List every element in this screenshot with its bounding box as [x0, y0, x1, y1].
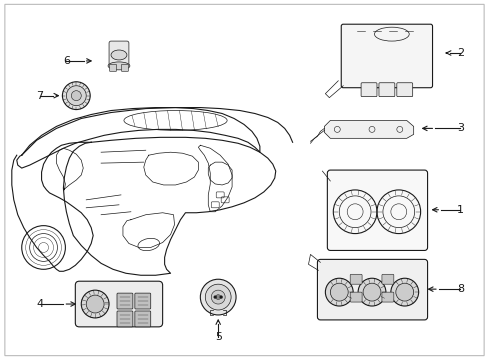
Circle shape [395, 283, 413, 301]
FancyBboxPatch shape [381, 292, 393, 302]
Circle shape [213, 296, 216, 298]
Text: 7: 7 [36, 91, 43, 101]
FancyBboxPatch shape [360, 83, 376, 96]
FancyBboxPatch shape [135, 293, 150, 309]
FancyBboxPatch shape [378, 83, 394, 96]
Circle shape [219, 296, 222, 298]
FancyBboxPatch shape [349, 292, 361, 302]
FancyBboxPatch shape [326, 170, 427, 251]
Circle shape [66, 86, 86, 105]
FancyBboxPatch shape [317, 260, 427, 320]
FancyBboxPatch shape [341, 24, 432, 88]
FancyBboxPatch shape [121, 64, 128, 71]
Circle shape [362, 283, 380, 301]
FancyBboxPatch shape [109, 64, 116, 71]
Polygon shape [324, 121, 413, 138]
Circle shape [325, 278, 352, 306]
FancyBboxPatch shape [75, 281, 163, 327]
Text: 2: 2 [456, 48, 463, 58]
FancyBboxPatch shape [381, 274, 393, 284]
Circle shape [205, 284, 231, 310]
FancyBboxPatch shape [117, 311, 133, 327]
Circle shape [86, 295, 104, 313]
Circle shape [330, 283, 347, 301]
Ellipse shape [111, 50, 127, 60]
Ellipse shape [108, 62, 130, 70]
Circle shape [357, 278, 385, 306]
FancyBboxPatch shape [349, 274, 361, 284]
FancyBboxPatch shape [396, 83, 412, 96]
Circle shape [390, 278, 418, 306]
Text: 3: 3 [456, 123, 463, 134]
Circle shape [211, 290, 224, 304]
Text: 6: 6 [63, 56, 70, 66]
Circle shape [215, 294, 220, 300]
FancyBboxPatch shape [109, 41, 129, 67]
Circle shape [62, 82, 90, 109]
Text: 8: 8 [456, 284, 463, 294]
Text: 1: 1 [456, 205, 463, 215]
Circle shape [71, 91, 81, 100]
Text: 4: 4 [36, 299, 43, 309]
Circle shape [81, 290, 109, 318]
FancyBboxPatch shape [135, 311, 150, 327]
FancyBboxPatch shape [117, 293, 133, 309]
Text: 5: 5 [214, 332, 221, 342]
Circle shape [200, 279, 236, 315]
